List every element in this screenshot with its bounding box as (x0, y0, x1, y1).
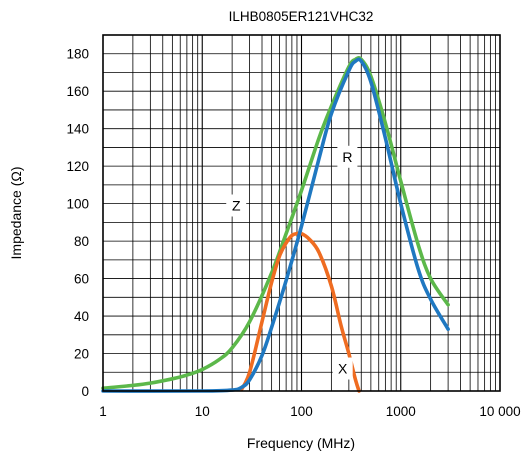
curve-label-z: Z (232, 198, 241, 214)
series-line-z (101, 55, 450, 390)
y-tick-label: 140 (66, 122, 89, 137)
y-tick-label: 120 (66, 159, 89, 174)
x-tick-label: 10 000 (479, 404, 520, 419)
curve-label-bg (226, 194, 247, 217)
plot-frame (102, 34, 501, 392)
curve-label-bg (332, 357, 353, 380)
x-tick-label: 1000 (386, 404, 416, 419)
y-tick-label: 40 (74, 309, 89, 324)
curve-labels: Z R X (226, 145, 358, 380)
y-axis-label: Impedance (Ω) (8, 167, 24, 260)
x-tick-label: 100 (290, 404, 313, 419)
y-tick-label: 80 (74, 234, 89, 249)
y-tick-label: 0 (81, 384, 89, 399)
curve-label-r: R (342, 149, 352, 165)
curve-label-x: X (338, 361, 348, 377)
y-tick-label: 180 (66, 47, 89, 62)
series-line-r (101, 57, 450, 393)
chart-title: ILHB0805ER121VHC32 (229, 9, 374, 24)
grid (103, 35, 500, 391)
x-axis-label: Frequency (MHz) (247, 435, 355, 451)
series-lines (101, 55, 450, 393)
y-tick-label: 100 (66, 197, 89, 212)
y-tick-label: 20 (74, 347, 89, 362)
curve-label-bg (337, 145, 358, 168)
y-tick-label: 60 (74, 272, 89, 287)
x-tick-label: 10 (195, 404, 210, 419)
tick-labels: 1 10 100 1000 10 000 0 20 40 60 80 100 120 140 160 180 (66, 47, 520, 419)
y-tick-label: 160 (66, 84, 89, 99)
x-tick-label: 1 (99, 404, 107, 419)
